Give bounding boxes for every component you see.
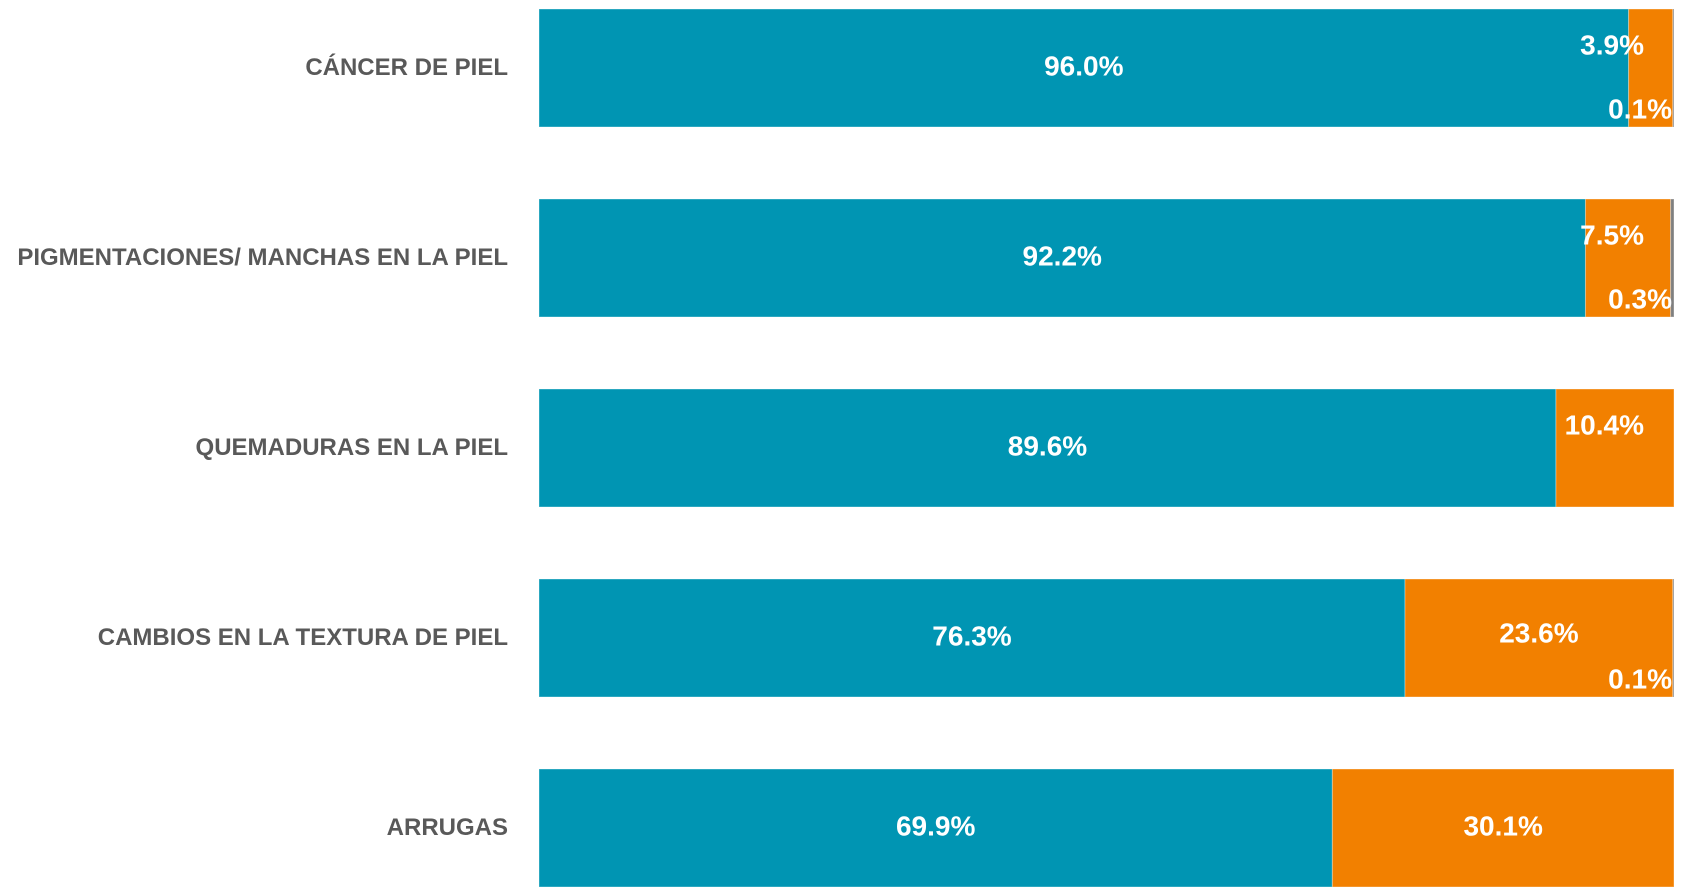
bar-segment — [538, 768, 1333, 888]
value-label: 92.2% — [1023, 240, 1102, 271]
bar-segment — [538, 388, 1557, 508]
bar-segment — [1584, 198, 1672, 318]
category-label: QUEMADURAS EN LA PIEL — [195, 434, 508, 462]
value-label: 96.0% — [1044, 50, 1123, 81]
category-label: CAMBIOS EN LA TEXTURA DE PIEL — [97, 624, 508, 652]
value-label: 3.9% — [1580, 29, 1644, 60]
bar-segment — [538, 8, 1630, 128]
value-label: 23.6% — [1499, 617, 1578, 648]
bar-segment — [1404, 578, 1674, 698]
bar-segment — [1672, 8, 1675, 128]
value-label: 7.5% — [1580, 219, 1644, 250]
bar-segment — [538, 578, 1406, 698]
category-label: PIGMENTACIONES/ MANCHAS EN LA PIEL — [17, 244, 508, 272]
value-label: 76.3% — [932, 620, 1011, 651]
value-label: 0.3% — [1608, 283, 1672, 314]
value-label: 10.4% — [1565, 409, 1644, 440]
value-label: 0.1% — [1608, 93, 1672, 124]
bar-segment — [1331, 768, 1675, 888]
bar-segment — [1628, 8, 1674, 128]
category-label: CÁNCER DE PIEL — [305, 54, 508, 82]
category-label: ARRUGAS — [386, 814, 508, 842]
bar-segment — [1670, 198, 1675, 318]
value-label: 30.1% — [1463, 810, 1542, 841]
bar-segment — [1555, 388, 1675, 508]
value-label: 89.6% — [1008, 430, 1087, 461]
value-label: 69.9% — [896, 810, 975, 841]
bar-segment — [1672, 578, 1675, 698]
value-label: 0.1% — [1608, 663, 1672, 694]
